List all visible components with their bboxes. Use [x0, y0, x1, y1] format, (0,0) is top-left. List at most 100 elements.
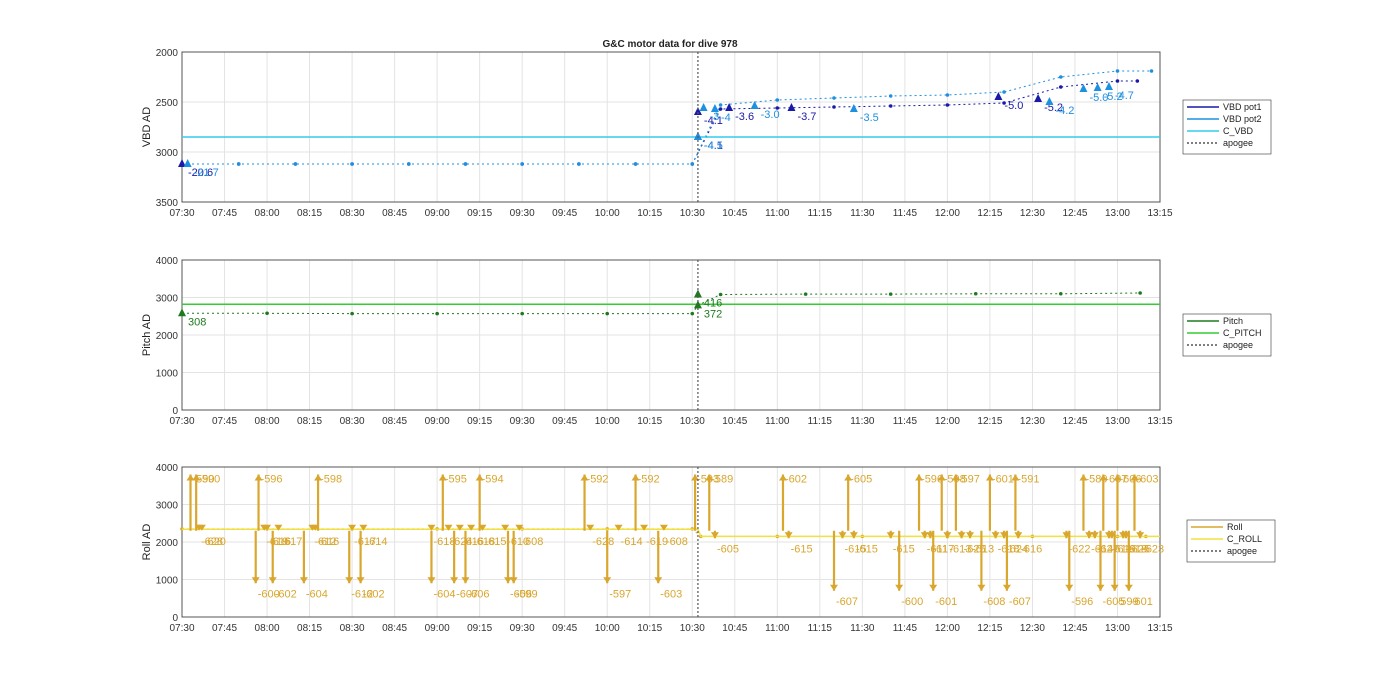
x-tick-label: 08:00 [255, 623, 280, 634]
event-marker [693, 107, 702, 115]
roll-event-arrow [705, 474, 714, 481]
event-label: -5.2 [1104, 91, 1123, 103]
roll-event-arrow [1085, 532, 1094, 539]
x-tick-label: 11:15 [808, 208, 833, 219]
event-marker [849, 104, 858, 112]
roll-event-label: -601 [1131, 596, 1153, 608]
event-marker [725, 103, 734, 111]
roll-event-arrow [603, 577, 612, 584]
event-marker [1104, 82, 1113, 90]
roll-event-arrow [444, 524, 453, 531]
event-label: -4.7 [1115, 90, 1134, 102]
event-marker [787, 103, 796, 111]
figure-title: G&C motor data for dive 978 [602, 39, 737, 50]
x-tick-label: 12:00 [935, 416, 960, 427]
event-label: -3 [710, 111, 720, 123]
roll-event-arrow [348, 524, 357, 531]
data-point [463, 162, 468, 166]
x-tick-label: 10:00 [595, 208, 620, 219]
y-axis-label: VBD AD [141, 107, 153, 147]
roll-event-arrow [455, 524, 464, 531]
event-label: -21.7 [194, 167, 219, 179]
roll-event-arrow [784, 532, 793, 539]
roll-event-label: -615 [791, 543, 813, 555]
x-tick-label: 13:15 [1147, 208, 1172, 219]
data-point [435, 311, 439, 316]
roll-event-arrow [614, 524, 623, 531]
event-marker [710, 104, 719, 112]
roll-event-label: -594 [482, 474, 504, 486]
data-point [293, 162, 298, 166]
x-tick-label: 09:15 [467, 208, 492, 219]
event-marker [1093, 83, 1102, 91]
x-tick-label: 10:15 [637, 623, 662, 634]
roll-event-arrow [475, 474, 484, 481]
x-tick-label: 13:15 [1147, 623, 1172, 634]
x-tick-label: 10:30 [680, 623, 705, 634]
roll-event-label: -607 [456, 588, 478, 600]
roll-event-arrow [478, 524, 487, 531]
roll-event-label: -624 [450, 536, 472, 548]
roll-event-label: -596 [261, 474, 283, 486]
x-tick-label: 12:00 [935, 623, 960, 634]
roll-event-label: -598 [320, 474, 342, 486]
x-tick-label: 08:00 [255, 208, 280, 219]
event-marker [1034, 94, 1043, 102]
roll-event-arrow [450, 577, 459, 584]
event-label: -5.0 [1004, 100, 1023, 112]
roll-event-arrow [186, 474, 195, 481]
roll-event-label: -615 [845, 543, 867, 555]
x-tick-label: 10:00 [595, 623, 620, 634]
roll-event-arrow [929, 584, 938, 591]
x-tick-label: 11:15 [808, 623, 833, 634]
roll-event-label: -592 [638, 474, 660, 486]
event-label: 372 [704, 308, 722, 320]
axes-box [181, 51, 1161, 203]
x-tick-label: 13:15 [1147, 416, 1172, 427]
event-marker [1045, 97, 1054, 105]
event-label: -3.6 [735, 111, 754, 123]
roll-event-arrow [920, 532, 929, 539]
roll-event-arrow [1011, 474, 1020, 481]
roll-event-arrow [991, 532, 1000, 539]
roll-event-label: -628 [592, 536, 614, 548]
x-tick-label: 11:45 [893, 416, 918, 427]
legend-entry: C_VBD [1223, 126, 1254, 136]
x-tick-label: 13:00 [1105, 416, 1130, 427]
legend-entry: apogee [1223, 138, 1253, 148]
roll-event-label: -618 [998, 543, 1020, 555]
roll-event-arrow [359, 524, 368, 531]
series-line-0 [182, 292, 1141, 315]
x-tick-label: 10:45 [722, 623, 747, 634]
x-tick-label: 11:30 [850, 208, 875, 219]
roll-event-label: -591 [1017, 474, 1039, 486]
y-tick-label: 3000 [156, 294, 179, 305]
data-point [520, 311, 524, 316]
roll-event-arrow [951, 474, 960, 481]
roll-event-arrow [838, 532, 847, 539]
data-point [888, 94, 893, 98]
roll-event-arrow [586, 524, 595, 531]
roll-event-arrow [830, 584, 838, 591]
x-tick-label: 13:00 [1105, 623, 1130, 634]
roll-event-label: -616 [317, 536, 339, 548]
roll-event-label: -618 [473, 536, 495, 548]
data-point [1058, 85, 1063, 89]
roll-event-arrow [509, 577, 518, 584]
x-tick-label: 10:45 [722, 208, 747, 219]
roll-event-arrow [977, 584, 986, 591]
event-marker [1079, 84, 1088, 92]
x-tick-label: 07:45 [212, 416, 237, 427]
roll-event-label: -613 [972, 543, 994, 555]
legend-entry: VBD pot1 [1223, 102, 1262, 112]
roll-event-arrow [943, 532, 952, 539]
event-marker [750, 101, 759, 109]
legend-box [1182, 99, 1272, 155]
x-tick-label: 12:45 [1062, 208, 1087, 219]
data-point [1149, 69, 1154, 73]
y-tick-label: 2000 [156, 538, 179, 549]
y-tick-label: 3000 [156, 148, 179, 159]
roll-event-arrow [691, 474, 700, 481]
x-tick-label: 10:30 [680, 208, 705, 219]
